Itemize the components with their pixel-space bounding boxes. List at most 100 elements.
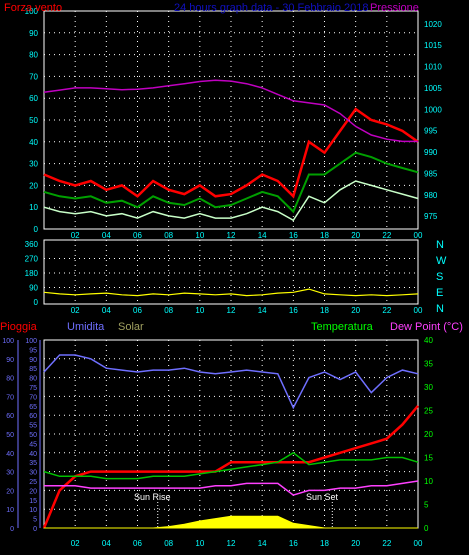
x-tick-label: 20 (351, 231, 360, 240)
pressure-tick-label: 1010 (424, 63, 442, 72)
pressure-tick-label: 985 (424, 169, 438, 178)
wind-pressure-series (43, 79, 419, 222)
x-tick-label: 02 (71, 539, 80, 548)
rain-tick-label: 70 (6, 394, 14, 401)
rain-tick-label: 60 (6, 413, 14, 420)
compass-label: N (436, 303, 444, 315)
wind-tick-label: 0 (34, 225, 39, 234)
temperature-tick-label: 5 (424, 501, 429, 510)
wind-direction-line (43, 288, 419, 297)
pressure-tick-label: 990 (424, 148, 438, 157)
humidity-tick-label: 25 (29, 479, 37, 486)
humidity-tick-label: 20 (29, 488, 37, 495)
pressure-tick-label: 995 (424, 127, 438, 136)
x-tick-label: 02 (71, 306, 80, 315)
pressure-tick-label: 1015 (424, 41, 442, 50)
dew-point-line (44, 480, 419, 496)
humidity-tick-label: 55 (29, 423, 37, 430)
wind-tick-label: 40 (29, 138, 38, 147)
humidity-tick-label: 60 (29, 413, 37, 420)
x-tick-label: 00 (414, 231, 423, 240)
rain-tick-label: 0 (10, 526, 14, 533)
temperature-tick-label: 15 (424, 454, 433, 463)
wind-gust-line (43, 107, 419, 199)
humidity-tick-label: 65 (29, 404, 37, 411)
x-tick-label: 18 (320, 231, 329, 240)
x-tick-label: 06 (133, 231, 142, 240)
climate-panel: 0102030405060708090100051015202530354045… (0, 321, 463, 548)
temperature-line (43, 451, 419, 480)
direction-series (43, 288, 419, 297)
wind-tick-label: 80 (29, 51, 38, 60)
x-tick-label: 06 (133, 539, 142, 548)
humidity-label: Umidita (67, 321, 105, 333)
humidity-tick-label: 100 (25, 338, 37, 345)
temperature-tick-label: 0 (424, 524, 429, 533)
compass-label: S (436, 271, 443, 283)
wind-min-line (43, 180, 419, 222)
x-tick-label: 12 (227, 306, 236, 315)
x-tick-label: 08 (164, 231, 173, 240)
climate-frame (43, 339, 419, 529)
wind-tick-label: 100 (25, 7, 39, 16)
wind-tick-label: 20 (29, 181, 38, 190)
x-tick-label: 00 (414, 539, 423, 548)
x-tick-label: 14 (258, 306, 267, 315)
dew-point-label: Dew Point (°C) (390, 321, 463, 333)
wind-pressure-panel: 0102030405060708090100975980985990995100… (4, 2, 442, 240)
humidity-tick-label: 0 (33, 526, 37, 533)
humidity-tick-label: 5 (33, 517, 37, 524)
wind-tick-label: 50 (29, 116, 38, 125)
sun-rise-label: Sun Rise (134, 492, 171, 502)
x-tick-label: 22 (382, 539, 391, 548)
direction-tick-label: 360 (25, 240, 39, 249)
pressure-tick-label: 1000 (424, 105, 442, 114)
compass-label: N (436, 239, 444, 251)
rain-tick-label: 90 (6, 357, 14, 364)
rain-tick-label: 80 (6, 376, 14, 383)
humidity-tick-label: 80 (29, 376, 37, 383)
humidity-tick-label: 35 (29, 460, 37, 467)
x-tick-label: 04 (102, 231, 111, 240)
pressure-tick-label: 1020 (424, 20, 442, 29)
humidity-tick-label: 85 (29, 366, 37, 373)
x-tick-label: 20 (351, 306, 360, 315)
wind-axis-label: Forza vento (4, 2, 62, 14)
chart-title: 24 hours graph data - 30 Febbraio 2018 (174, 2, 368, 14)
humidity-tick-label: 10 (29, 507, 37, 514)
x-tick-label: 10 (195, 306, 204, 315)
x-tick-label: 06 (133, 306, 142, 315)
wind-pressure-tick-labels: 0102030405060708090100975980985990995100… (25, 7, 443, 240)
humidity-tick-label: 30 (29, 470, 37, 477)
wind-tick-label: 90 (29, 29, 38, 38)
x-tick-label: 10 (195, 539, 204, 548)
x-tick-label: 20 (351, 539, 360, 548)
x-tick-label: 16 (289, 231, 298, 240)
temperature-tick-label: 30 (424, 383, 433, 392)
humidity-tick-label: 50 (29, 432, 37, 439)
temperature-tick-label: 25 (424, 407, 433, 416)
wind-tick-label: 30 (29, 160, 38, 169)
wind-tick-label: 60 (29, 94, 38, 103)
rain-tick-label: 20 (6, 488, 14, 495)
x-tick-label: 12 (227, 539, 236, 548)
humidity-tick-label: 90 (29, 357, 37, 364)
x-tick-label: 08 (164, 539, 173, 548)
climate-series (42, 354, 419, 529)
pressure-tick-label: 975 (424, 212, 438, 221)
pressure-line (43, 79, 418, 143)
humidity-tick-label: 40 (29, 451, 37, 458)
direction-grid (44, 240, 419, 304)
x-tick-label: 16 (289, 539, 298, 548)
rain-tick-label: 100 (2, 338, 14, 345)
solar-label: Solar (118, 321, 144, 333)
humidity-line (43, 354, 419, 410)
temperature-label: Temperatura (311, 321, 374, 333)
x-tick-label: 14 (258, 539, 267, 548)
rain-label: Pioggia (0, 321, 38, 333)
humidity-tick-label: 45 (29, 441, 37, 448)
x-tick-label: 22 (382, 231, 391, 240)
x-tick-label: 18 (320, 306, 329, 315)
direction-tick-label: 180 (25, 269, 39, 278)
